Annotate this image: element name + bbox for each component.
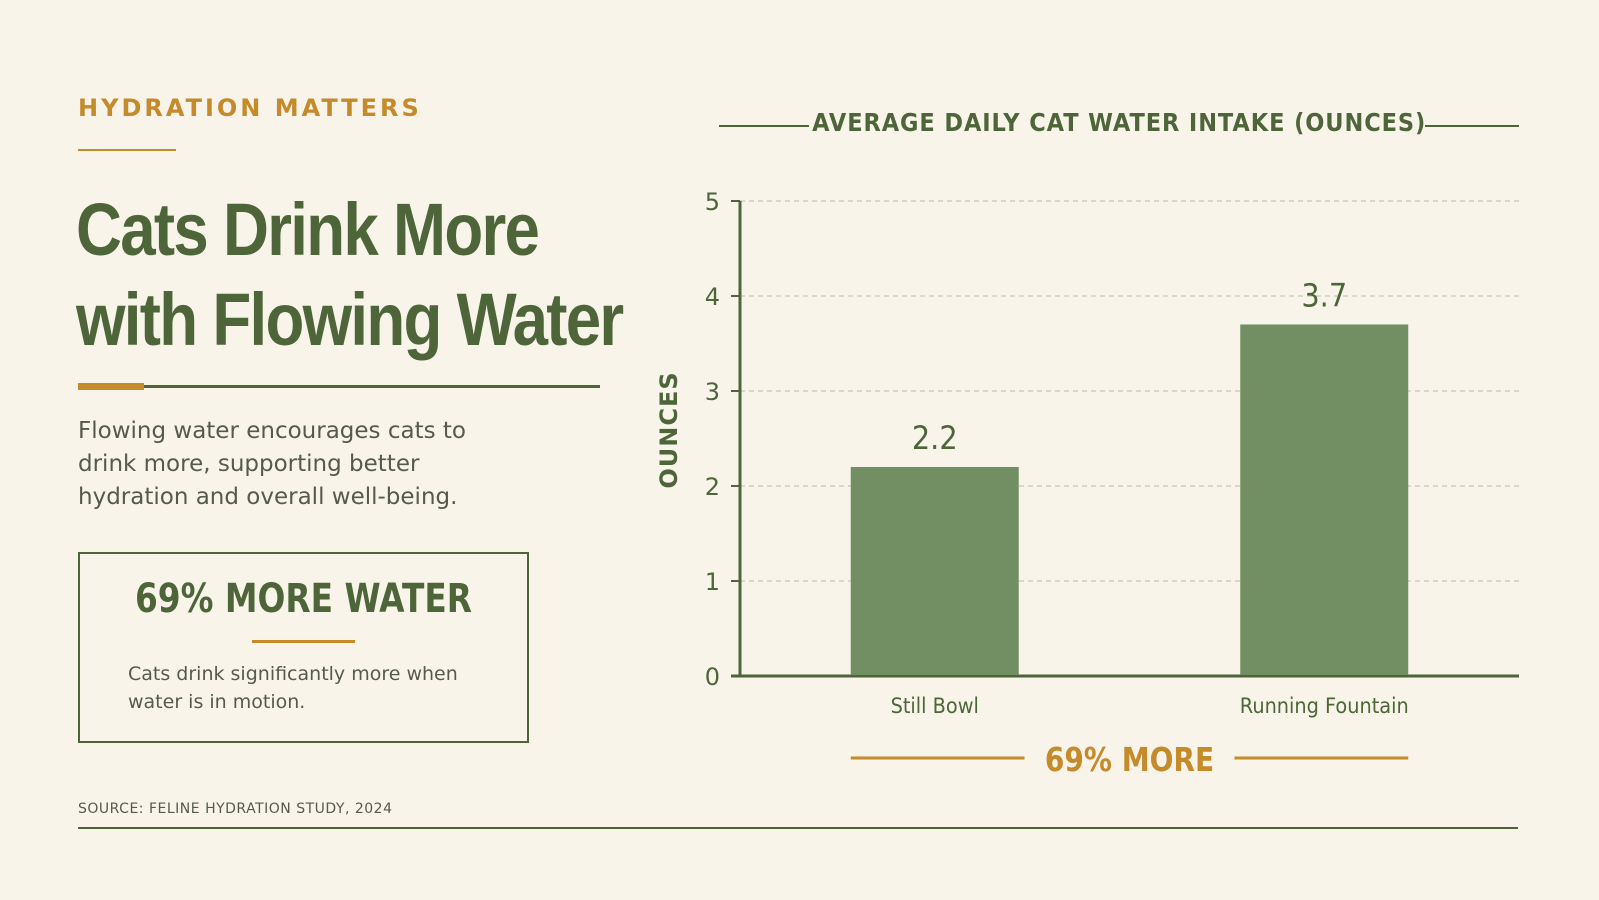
page-title: Cats Drink More with Flowing Water	[76, 185, 624, 365]
footer-divider	[78, 827, 1518, 829]
y-tick-label: 5	[705, 188, 720, 216]
intro-paragraph: Flowing water encourages cats to drink m…	[78, 418, 466, 510]
bar-still-bowl	[850, 467, 1019, 675]
chart-title-rule-left	[719, 125, 809, 127]
bar-running-fountain	[1240, 324, 1409, 675]
callout-divider	[252, 640, 355, 643]
x-category-label: Still Bowl	[891, 693, 979, 718]
eyebrow-label: HYDRATION MATTERS	[78, 94, 422, 122]
bar-value-label: 3.7	[1301, 278, 1347, 315]
chart-title-rule-right	[1425, 125, 1519, 127]
chart-title-text: AVERAGE DAILY CAT WATER INTAKE (OUNCES)	[811, 108, 1427, 137]
callout-title: 69% MORE WATER	[134, 576, 473, 622]
y-tick-label: 0	[705, 663, 720, 691]
y-axis-label: OUNCES	[655, 371, 683, 488]
y-tick-label: 4	[705, 283, 720, 311]
title-line-1: Cats Drink More	[76, 188, 540, 271]
eyebrow-underline	[78, 149, 176, 151]
title-line-2: with Flowing Water	[76, 278, 624, 361]
title-divider-accent	[78, 383, 144, 390]
y-tick-label: 1	[705, 568, 720, 596]
bar-value-label: 2.2	[912, 421, 958, 458]
x-category-label: Running Fountain	[1240, 693, 1409, 718]
stat-callout-box: 69% MORE WATER Cats drink significantly …	[78, 552, 529, 743]
title-divider	[78, 385, 600, 388]
source-note: SOURCE: FELINE HYDRATION STUDY, 2024	[78, 801, 393, 817]
comparison-annotation: 69% MORE	[1045, 742, 1214, 780]
y-tick-label: 3	[705, 378, 720, 406]
chart-title: AVERAGE DAILY CAT WATER INTAKE (OUNCES)	[719, 108, 1519, 137]
callout-text: Cats drink significantly more when water…	[128, 663, 458, 713]
y-tick-label: 2	[705, 473, 720, 501]
